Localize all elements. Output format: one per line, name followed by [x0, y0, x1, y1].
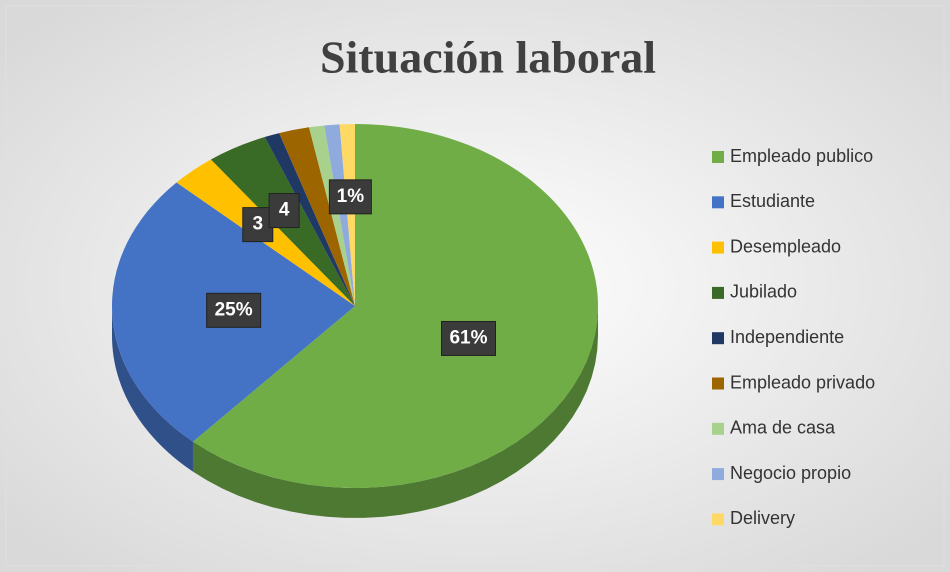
- legend-label: Ama de casa: [730, 418, 836, 438]
- slice: [192, 124, 598, 489]
- slice: [279, 127, 355, 307]
- slice-side: [112, 306, 193, 472]
- label-box: [242, 207, 274, 243]
- legend-swatch: [712, 332, 724, 345]
- label-box: [206, 292, 262, 328]
- label-box: [440, 320, 496, 356]
- legend-label: Empleado privado: [730, 372, 875, 392]
- legend-label: Negocio propio: [730, 463, 851, 483]
- legend-swatch: [712, 468, 724, 481]
- legend-label: Independiente: [730, 327, 844, 347]
- legend-swatch: [712, 377, 724, 390]
- label-box: [328, 179, 372, 215]
- legend-swatch: [712, 513, 724, 526]
- slice: [324, 124, 355, 306]
- legend-swatch: [712, 151, 724, 163]
- legend-label: Desempleado: [730, 236, 841, 256]
- data-label: 4: [279, 200, 290, 221]
- slice: [309, 125, 355, 306]
- slice: [264, 133, 355, 306]
- data-label: 25%: [215, 299, 253, 320]
- legend-swatch: [712, 241, 724, 254]
- slice-side: [192, 306, 598, 518]
- slice: [339, 124, 355, 306]
- data-label: 61%: [449, 327, 487, 348]
- chart-title: Situación laboral: [320, 32, 656, 83]
- frame: [5, 5, 945, 567]
- legend-swatch: [712, 422, 724, 435]
- legend-label: Empleado publico: [730, 146, 873, 166]
- data-label: 3: [252, 214, 263, 235]
- data-label: 1%: [337, 186, 365, 207]
- legend-label: Estudiante: [730, 191, 815, 211]
- legend-label: Jubilado: [730, 282, 797, 302]
- label-box: [268, 193, 300, 229]
- legend-swatch: [712, 196, 724, 209]
- legend-swatch: [712, 286, 724, 299]
- legend-label: Delivery: [730, 508, 795, 528]
